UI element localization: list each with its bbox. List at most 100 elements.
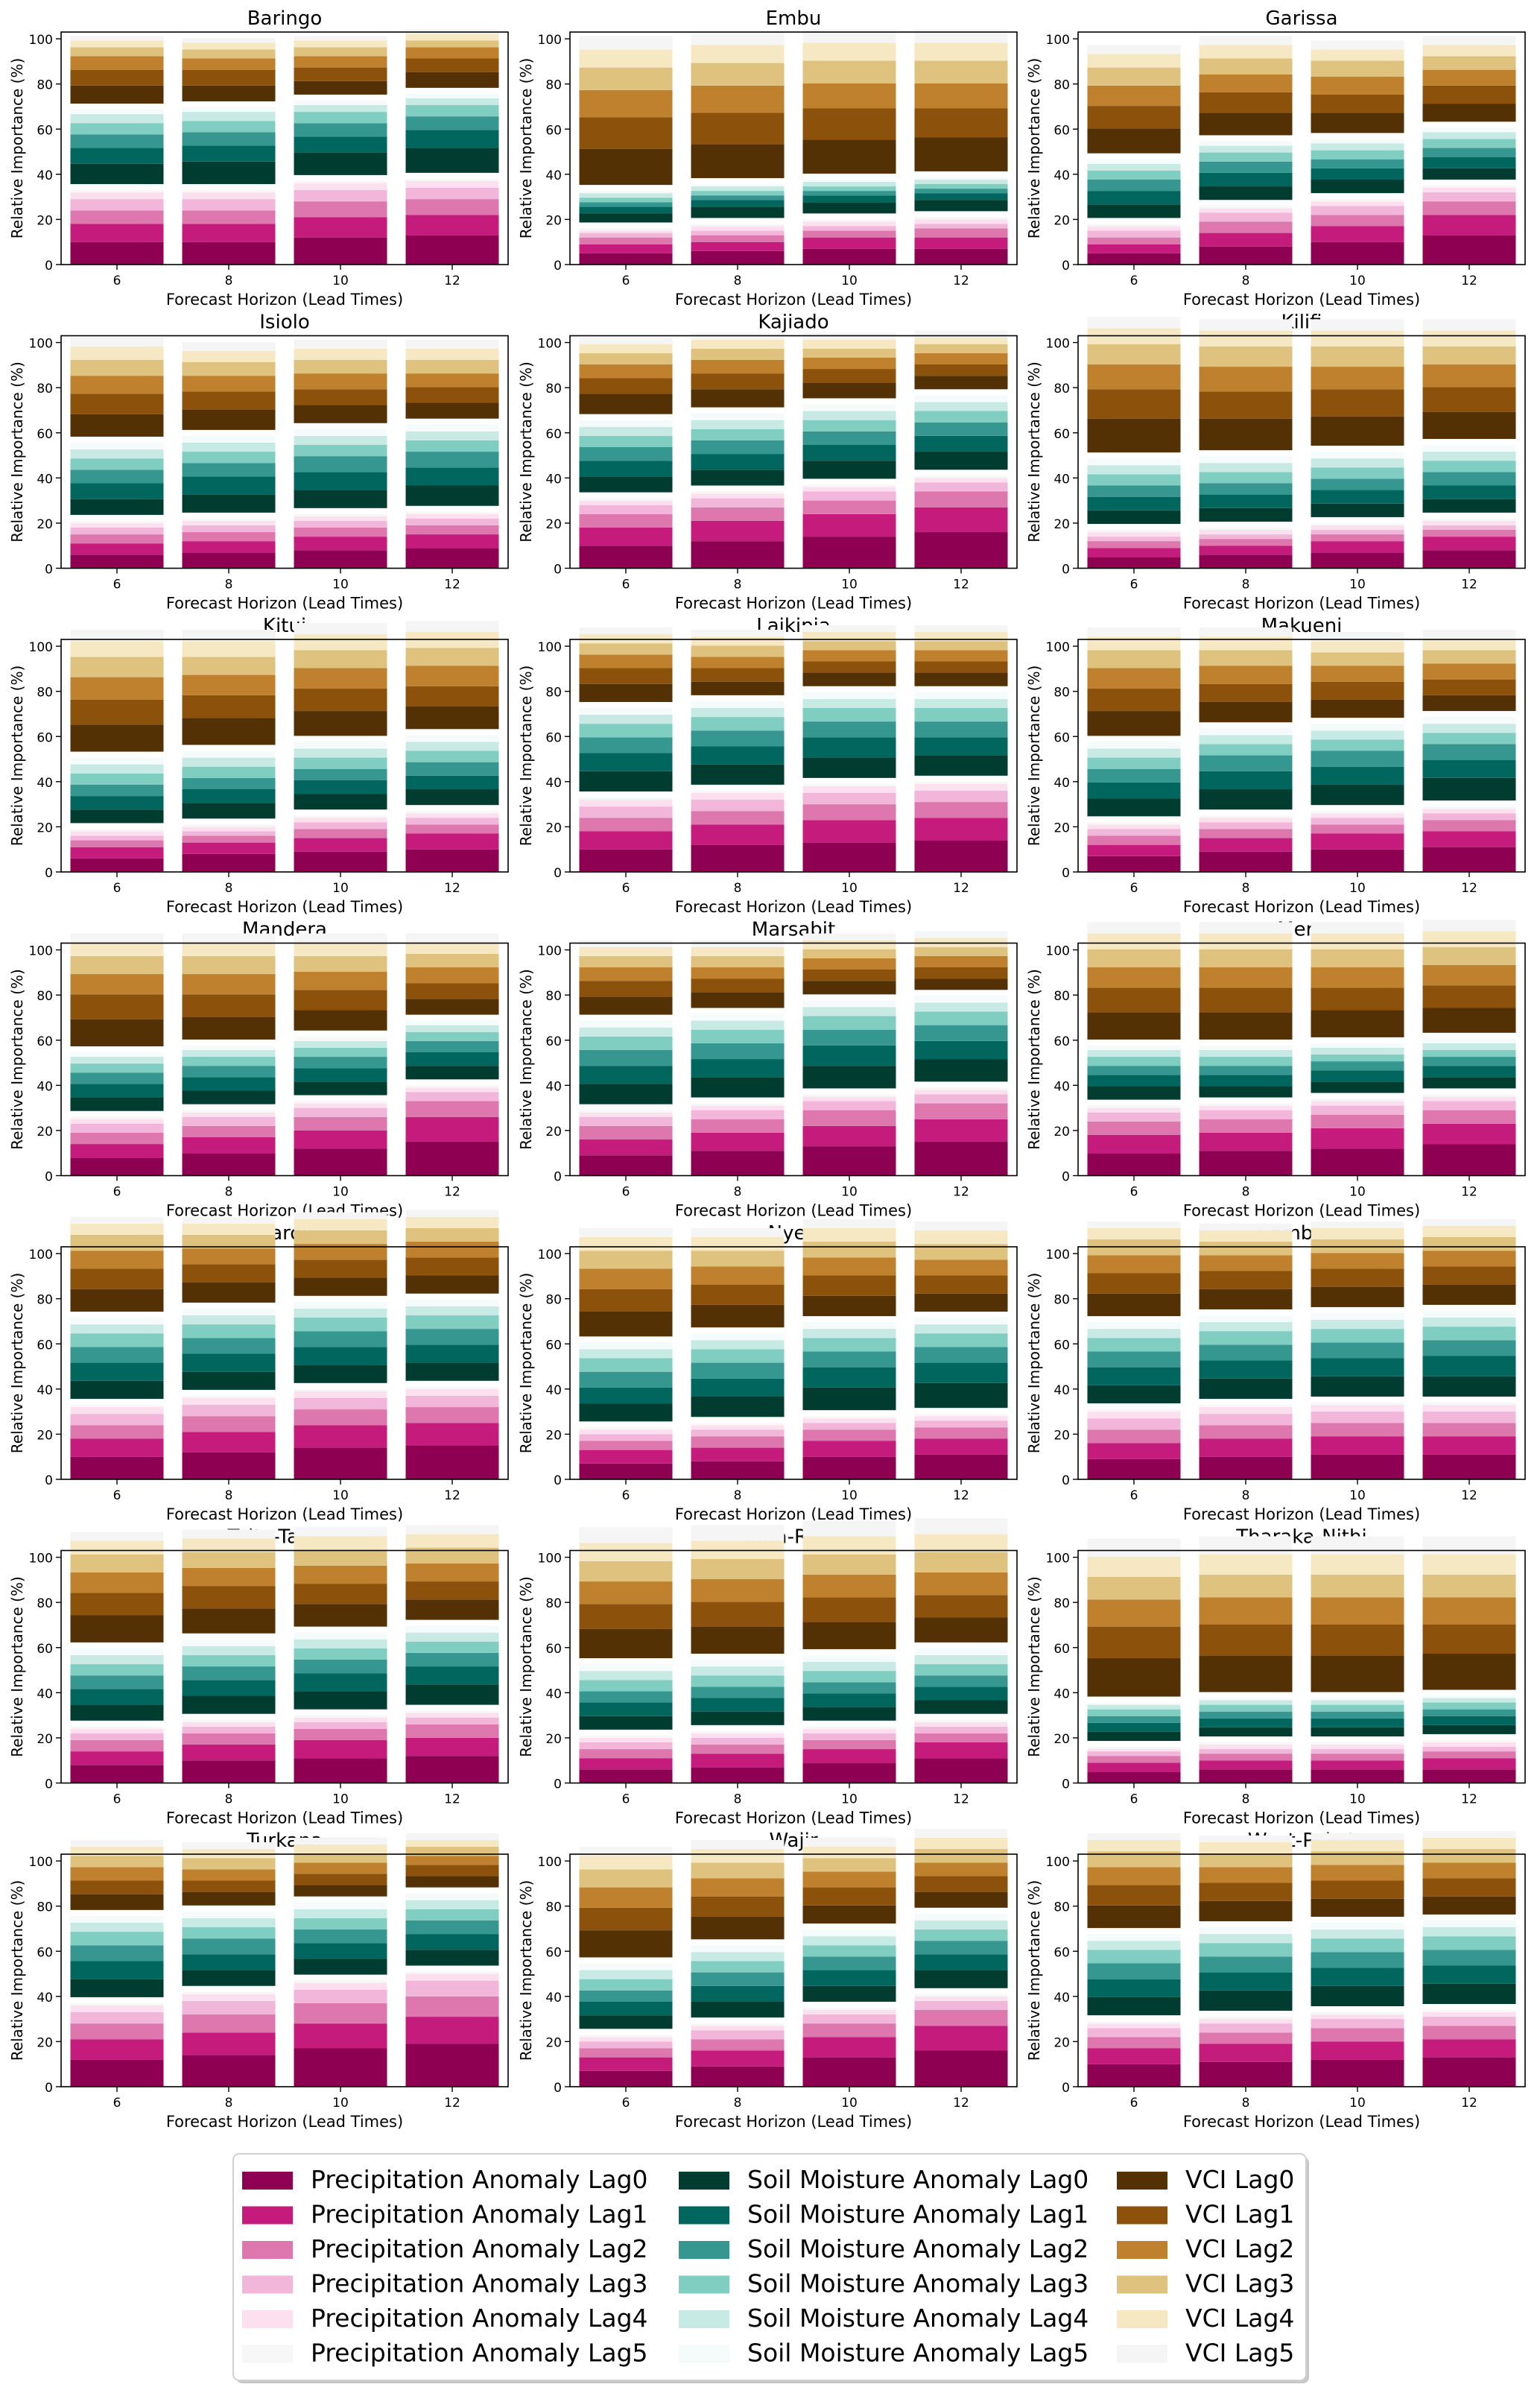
bar-segment-vci-lag5-lead-12 xyxy=(1422,920,1516,932)
bar-segment-precipitation-anomaly-lag4-lead-6 xyxy=(1087,532,1181,537)
bar-segment-precipitation-anomaly-lag2-lead-8 xyxy=(1199,829,1293,838)
bar-segment-precipitation-anomaly-lag5-lead-6 xyxy=(579,797,673,800)
bar-segment-precipitation-anomaly-lag5-lead-10 xyxy=(294,1101,387,1104)
bar-segment-soil-moisture-anomaly-lag2-lead-8 xyxy=(182,1338,276,1354)
y-axis-label: Relative Importance (%) xyxy=(1025,1273,1043,1454)
legend-label: Precipitation Anomaly Lag1 xyxy=(311,2200,648,2229)
legend: Precipitation Anomaly Lag0 Precipitation … xyxy=(232,2153,1309,2383)
y-tick-label: 0 xyxy=(1062,1777,1070,1792)
y-tick-label: 40 xyxy=(545,776,562,791)
bar-segment-soil-moisture-anomaly-lag2-lead-6 xyxy=(70,470,164,484)
x-tick-label: 12 xyxy=(444,1488,460,1503)
bar-segment-soil-moisture-anomaly-lag1-lead-6 xyxy=(579,753,673,771)
bar-segment-soil-moisture-anomaly-lag5-lead-8 xyxy=(182,1308,276,1315)
bar-segment-vci-lag4-lead-12 xyxy=(914,42,1008,61)
bar-segment-vci-lag4-lead-10 xyxy=(802,1536,896,1555)
bar-segment-soil-moisture-anomaly-lag1-lead-6 xyxy=(579,1702,673,1716)
y-tick-label: 80 xyxy=(37,989,53,1004)
bar-segment-vci-lag1-lead-12 xyxy=(405,686,499,707)
legend-label: Precipitation Anomaly Lag0 xyxy=(311,2165,648,2194)
bar-segment-vci-lag2-lead-10 xyxy=(294,668,387,689)
x-tick-label: 6 xyxy=(622,1792,630,1807)
bar-segment-precipitation-anomaly-lag4-lead-6 xyxy=(579,230,673,233)
bar-segment-vci-lag2-lead-6 xyxy=(1087,1255,1181,1274)
bar-segment-precipitation-anomaly-lag4-lead-6 xyxy=(70,192,164,200)
bar-segment-vci-lag2-lead-6 xyxy=(1087,1599,1181,1627)
bar-segment-precipitation-anomaly-lag0-lead-12 xyxy=(1422,1144,1516,1176)
bar-segment-vci-lag4-lead-12 xyxy=(405,942,499,954)
legend-entry-precipitation-anomaly-lag4: Precipitation Anomaly Lag4 xyxy=(242,2304,648,2333)
bar-segment-vci-lag1-lead-10 xyxy=(294,990,387,1011)
x-tick-label: 8 xyxy=(734,578,742,592)
y-axis-label: Relative Importance (%) xyxy=(8,58,26,239)
bar-segment-soil-moisture-anomaly-lag0-lead-10 xyxy=(294,490,387,508)
bar-segment-precipitation-anomaly-lag4-lead-6 xyxy=(579,1737,673,1742)
bar-segment-soil-moisture-anomaly-lag2-lead-10 xyxy=(1311,1061,1404,1071)
bar-segment-soil-moisture-anomaly-lag5-lead-10 xyxy=(1311,1043,1404,1048)
bar-segment-precipitation-anomaly-lag5-lead-8 xyxy=(1199,527,1293,531)
bar-segment-precipitation-anomaly-lag4-lead-12 xyxy=(914,783,1008,791)
bar-segment-soil-moisture-anomaly-lag0-lead-6 xyxy=(70,1979,164,1997)
x-axis-label: Forecast Horizon (Lead Times) xyxy=(1183,1809,1420,1827)
y-tick-label: 80 xyxy=(1053,1900,1070,1915)
bar-segment-vci-lag1-lead-6 xyxy=(70,1593,164,1616)
bar-segment-precipitation-anomaly-lag2-lead-10 xyxy=(802,1429,896,1441)
bar-segment-soil-moisture-anomaly-lag4-lead-10 xyxy=(294,1040,387,1048)
x-axis-label: Forecast Horizon (Lead Times) xyxy=(675,1505,912,1523)
bar-segment-precipitation-anomaly-lag3-lead-8 xyxy=(691,498,785,508)
bar-segment-vci-lag4-lead-8 xyxy=(182,1849,276,1859)
bar-segment-precipitation-anomaly-lag0-lead-6 xyxy=(579,546,673,569)
bar-segment-precipitation-anomaly-lag2-lead-8 xyxy=(1199,1425,1293,1439)
bar-segment-vci-lag1-lead-6 xyxy=(579,1907,673,1931)
bar-segment-soil-moisture-anomaly-lag5-lead-10 xyxy=(802,692,896,699)
bar-segment-precipitation-anomaly-lag3-lead-12 xyxy=(405,1092,499,1101)
bar-segment-precipitation-anomaly-lag2-lead-10 xyxy=(294,527,387,537)
bar-segment-vci-lag0-lead-8 xyxy=(691,144,785,179)
bar-segment-soil-moisture-anomaly-lag4-lead-10 xyxy=(802,1329,896,1338)
bar-segment-precipitation-anomaly-lag3-lead-12 xyxy=(1422,1747,1516,1752)
bar-segment-vci-lag4-lead-10 xyxy=(802,632,896,642)
bar-segment-vci-lag1-lead-10 xyxy=(802,108,896,140)
x-tick-label: 6 xyxy=(1130,1488,1138,1503)
bar-segment-vci-lag0-lead-8 xyxy=(182,1891,276,1906)
y-tick-label: 100 xyxy=(1046,640,1070,655)
bar-segment-soil-moisture-anomaly-lag1-lead-10 xyxy=(294,1673,387,1692)
bar-segment-soil-moisture-anomaly-lag0-lead-10 xyxy=(294,1959,387,1975)
bar-segment-vci-lag3-lead-12 xyxy=(405,40,499,48)
y-tick-label: 40 xyxy=(545,472,562,487)
bar-segment-soil-moisture-anomaly-lag0-lead-10 xyxy=(802,1066,896,1089)
x-axis-label: Forecast Horizon (Lead Times) xyxy=(166,291,403,309)
bar-segment-precipitation-anomaly-lag4-lead-12 xyxy=(914,1090,1008,1095)
bar-segment-precipitation-anomaly-lag1-lead-8 xyxy=(691,1447,785,1461)
bar-segment-soil-moisture-anomaly-lag3-lead-10 xyxy=(294,1918,387,1930)
bar-segment-vci-lag1-lead-6 xyxy=(1087,1885,1181,1906)
bar-segment-vci-lag0-lead-10 xyxy=(294,1604,387,1627)
bar-segment-vci-lag2-lead-8 xyxy=(1199,367,1293,392)
bar-segment-soil-moisture-anomaly-lag1-lead-6 xyxy=(1087,782,1181,799)
bar-segment-vci-lag1-lead-8 xyxy=(691,113,785,145)
bar-segment-vci-lag4-lead-6 xyxy=(1087,636,1181,651)
bar-segment-precipitation-anomaly-lag0-lead-12 xyxy=(1422,550,1516,569)
y-tick-label: 40 xyxy=(545,1991,562,2005)
bar-segment-soil-moisture-anomaly-lag1-lead-6 xyxy=(579,461,673,477)
bar-segment-soil-moisture-anomaly-lag1-lead-10 xyxy=(1311,1718,1404,1727)
bar-segment-soil-moisture-anomaly-lag3-lead-8 xyxy=(691,429,785,440)
bar-segment-vci-lag2-lead-8 xyxy=(182,974,276,995)
x-tick-label: 8 xyxy=(225,274,233,288)
bar-segment-soil-moisture-anomaly-lag4-lead-8 xyxy=(691,1952,785,1961)
bar-segment-soil-moisture-anomaly-lag0-lead-8 xyxy=(691,764,785,785)
bar-segment-soil-moisture-anomaly-lag5-lead-8 xyxy=(182,1911,276,1918)
bar-segment-vci-lag5-lead-12 xyxy=(405,620,499,633)
y-axis-label: Relative Importance (%) xyxy=(8,666,26,847)
bar-segment-precipitation-anomaly-lag4-lead-8 xyxy=(1199,1407,1293,1414)
bar-segment-vci-lag5-lead-6 xyxy=(1087,628,1181,637)
bar-segment-vci-lag5-lead-8 xyxy=(1199,1536,1293,1555)
bar-segment-soil-moisture-anomaly-lag0-lead-12 xyxy=(914,200,1008,212)
bar-segment-soil-moisture-anomaly-lag2-lead-6 xyxy=(1087,768,1181,783)
bar-segment-vci-lag0-lead-12 xyxy=(1422,1653,1516,1690)
bar-segment-precipitation-anomaly-lag4-lead-12 xyxy=(914,1722,1008,1727)
bar-segment-soil-moisture-anomaly-lag1-lead-6 xyxy=(1087,496,1181,510)
bar-segment-precipitation-anomaly-lag2-lead-6 xyxy=(579,237,673,244)
y-tick-label: 100 xyxy=(538,944,562,959)
